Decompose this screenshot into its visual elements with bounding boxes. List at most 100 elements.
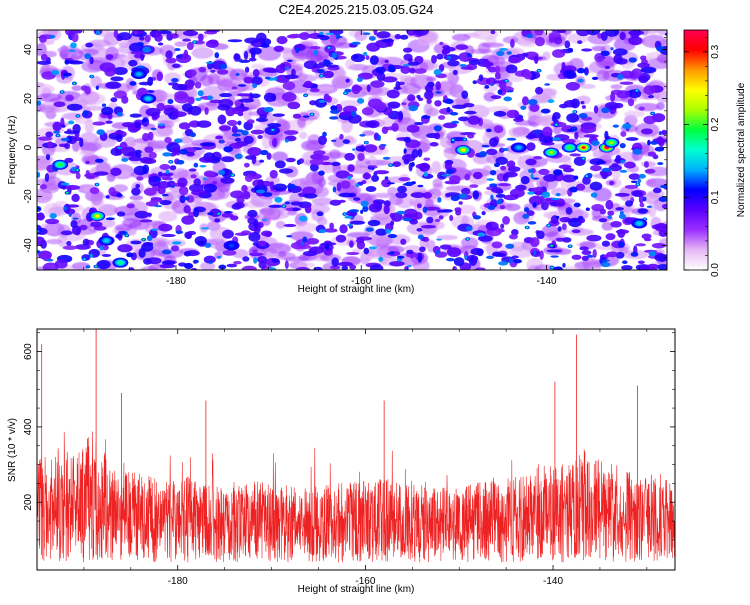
heatmap-cell [366,120,380,129]
heatmap-cell [432,178,443,188]
heatmap-cell [573,110,577,113]
heatmap-cell [165,169,170,174]
heatmap-cell [424,84,434,93]
heatmap-y-tick-label: -40 [23,238,34,253]
heatmap-cell [594,52,605,63]
heatmap-cell [490,194,494,201]
heatmap-cell [400,65,411,74]
heatmap-cell [446,55,451,60]
heatmap-cell [102,244,109,251]
heatmap-cell [534,86,544,95]
heatmap-cell [275,220,286,229]
heatmap-cell [615,207,624,211]
heatmap-cell [296,262,316,269]
heatmap-cell [112,184,128,193]
heatmap-cell [340,180,351,189]
heatmap-cell [536,130,540,136]
heatmap-cell [335,234,347,243]
heatmap-cell [441,209,453,213]
heatmap-cell [134,121,142,129]
heatmap-cell [447,60,460,67]
heatmap-cell [178,122,191,130]
heatmap-cell [502,173,509,182]
heatmap-cell [191,189,207,196]
heatmap-cell [68,49,76,52]
heatmap-cell [651,224,667,230]
heatmap-hotspot [549,151,554,154]
heatmap-hotspot [136,72,141,76]
heatmap-cell [257,240,267,247]
heatmap-cell [458,201,463,205]
heatmap-cell [390,220,395,226]
heatmap-cell [220,177,235,184]
heatmap-cell [318,229,327,234]
heatmap-cell [403,136,411,143]
heatmap-cell [598,218,608,223]
heatmap-cell [646,205,653,209]
heatmap-cell [388,195,404,206]
heatmap-cell [526,142,536,151]
heatmap-cell [157,171,163,177]
heatmap-cell [259,159,265,163]
heatmap-cell [194,81,202,89]
heatmap-cell [264,76,271,80]
heatmap-cell [319,31,324,36]
heatmap-cell [444,98,454,104]
heatmap-cell [443,54,460,61]
heatmap-cell [298,215,308,222]
heatmap-cell [362,205,369,212]
heatmap-cell [189,132,196,138]
heatmap-cell [110,97,118,103]
heatmap-cell [316,211,324,217]
heatmap-cell [241,265,257,270]
heatmap-cell [464,254,468,261]
heatmap-cell [179,148,188,155]
heatmap-cell [223,211,233,214]
heatmap-cell [161,193,169,197]
heatmap-cell [470,248,484,256]
heatmap-cell [635,89,639,92]
heatmap-cell [156,71,164,82]
heatmap-cell [391,122,399,132]
heatmap-cell [176,159,185,165]
snr-x-tick-label: -160 [355,576,375,587]
heatmap-cell [249,93,261,99]
heatmap-cell [421,125,438,136]
heatmap-cell [656,45,664,52]
heatmap-cell [362,32,371,36]
heatmap-cell [317,68,325,74]
heatmap-cell [42,262,59,270]
heatmap-cell [125,234,129,237]
heatmap-cell [121,157,129,162]
heatmap-cell [654,146,665,152]
heatmap-cell [398,177,411,182]
heatmap-cell [284,138,289,143]
heatmap-cell [173,168,189,180]
heatmap-cell [568,217,583,228]
heatmap-cell [641,34,667,49]
heatmap-cell [188,168,197,172]
heatmap-cell [559,216,571,223]
heatmap-cell [436,53,444,60]
heatmap-cell [614,192,630,197]
heatmap-cell [243,135,254,145]
heatmap-cell [205,39,219,48]
heatmap-cell [257,134,263,140]
heatmap-cell [461,90,469,99]
heatmap-hotspot [567,146,572,149]
heatmap-cell [562,70,577,79]
heatmap-cell [539,250,544,260]
heatmap-cell [579,83,596,89]
heatmap-cell [281,92,297,102]
heatmap-cell [237,120,242,126]
heatmap-cell [238,98,255,103]
heatmap-cell [365,238,391,245]
heatmap-cell [203,255,216,264]
heatmap-cell [529,237,540,247]
heatmap-cell [339,224,348,234]
heatmap-cell [331,257,339,267]
heatmap-cell [497,89,503,95]
heatmap-cell [154,33,163,42]
heatmap-cell [147,131,154,141]
heatmap-cell [199,156,215,163]
